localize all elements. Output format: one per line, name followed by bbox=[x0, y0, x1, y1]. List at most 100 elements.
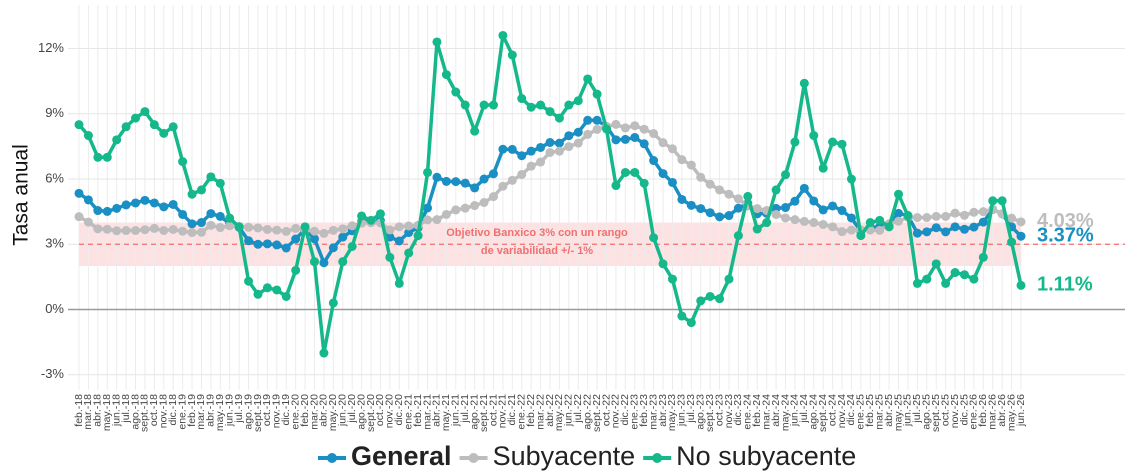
legend-label: Subyacente bbox=[493, 441, 636, 471]
data-point bbox=[828, 201, 838, 211]
data-point bbox=[93, 224, 103, 234]
x-tick-label: jul.-21 bbox=[459, 394, 471, 424]
data-point bbox=[620, 167, 630, 177]
x-tick-label: feb.-19 bbox=[186, 394, 198, 427]
x-tick-label: nov.-25 bbox=[949, 394, 961, 428]
data-point bbox=[941, 278, 951, 288]
data-point bbox=[809, 218, 819, 228]
x-tick-label: jun.-23 bbox=[676, 394, 688, 427]
data-point bbox=[460, 178, 470, 188]
data-point bbox=[818, 205, 828, 215]
data-point bbox=[187, 228, 197, 238]
data-point bbox=[941, 227, 951, 237]
data-point bbox=[969, 274, 979, 284]
data-point bbox=[102, 206, 112, 216]
data-point bbox=[696, 204, 706, 214]
data-point bbox=[310, 226, 319, 236]
data-point bbox=[300, 222, 310, 232]
x-tick-label: oct.-21 bbox=[487, 394, 499, 426]
x-tick-label: jul.-18 bbox=[120, 394, 132, 424]
data-point bbox=[347, 221, 357, 231]
data-point bbox=[554, 146, 564, 156]
data-point bbox=[931, 223, 941, 233]
data-point bbox=[206, 209, 216, 219]
y-tick-label: 6% bbox=[45, 170, 64, 185]
data-point bbox=[432, 37, 442, 47]
data-point bbox=[272, 285, 282, 295]
data-point bbox=[225, 213, 235, 223]
data-point bbox=[781, 170, 790, 180]
data-point bbox=[686, 200, 696, 210]
data-point bbox=[244, 276, 254, 286]
x-tick-label: ene.-21 bbox=[402, 394, 414, 430]
data-point bbox=[677, 155, 687, 165]
x-tick-label: may.-18 bbox=[101, 394, 113, 431]
data-point bbox=[168, 122, 178, 132]
x-tick-label: abr.-19 bbox=[205, 394, 217, 427]
data-point bbox=[149, 223, 159, 233]
x-tick-label: dic.-22 bbox=[619, 394, 631, 426]
x-tick-label: nov.-19 bbox=[271, 394, 283, 428]
x-tick-label: nov.-23 bbox=[723, 394, 735, 428]
data-point bbox=[1016, 280, 1026, 290]
data-point bbox=[206, 220, 216, 230]
x-tick-label: abr.-24 bbox=[770, 394, 782, 427]
data-point bbox=[630, 167, 640, 177]
data-point bbox=[959, 210, 969, 220]
data-point bbox=[818, 163, 828, 173]
data-point bbox=[140, 195, 150, 205]
data-point bbox=[997, 196, 1007, 206]
data-point bbox=[310, 234, 319, 244]
data-point bbox=[131, 226, 141, 236]
y-tick-label: 12% bbox=[38, 40, 64, 55]
data-point bbox=[733, 231, 743, 241]
data-point bbox=[724, 211, 734, 221]
x-tick-label: oct.-24 bbox=[826, 394, 838, 426]
x-tick-label: oct.-22 bbox=[600, 394, 612, 426]
data-point bbox=[385, 225, 395, 235]
data-point bbox=[187, 219, 197, 229]
data-point bbox=[357, 211, 367, 221]
data-point bbox=[394, 278, 404, 288]
x-tick-label: may.-23 bbox=[666, 394, 678, 431]
x-tick-label: abr.-21 bbox=[431, 394, 443, 427]
data-point bbox=[488, 169, 498, 179]
data-point bbox=[536, 100, 546, 110]
data-point bbox=[470, 183, 480, 193]
data-point bbox=[602, 124, 612, 134]
data-point bbox=[781, 203, 790, 213]
x-tick-label: mar.-20 bbox=[308, 394, 320, 430]
x-tick-label: sept.-20 bbox=[365, 394, 377, 432]
data-point bbox=[338, 224, 348, 234]
x-tick-label: jun.-20 bbox=[337, 394, 349, 427]
data-point bbox=[178, 226, 188, 236]
data-point bbox=[338, 232, 348, 242]
data-point bbox=[611, 181, 621, 191]
x-tick-label: jul.-24 bbox=[798, 394, 810, 424]
y-tick-label: 0% bbox=[45, 301, 64, 316]
data-point bbox=[507, 144, 517, 154]
data-point bbox=[413, 231, 423, 241]
data-point bbox=[554, 138, 564, 148]
data-point bbox=[404, 248, 414, 258]
x-tick-label: dic.-19 bbox=[280, 394, 292, 426]
annotation: Objetivo Banxico 3% con un rango bbox=[446, 227, 628, 239]
data-point bbox=[950, 208, 960, 218]
data-point bbox=[809, 196, 819, 206]
data-point bbox=[583, 74, 593, 84]
x-tick-label: nov.-21 bbox=[497, 394, 509, 428]
data-point bbox=[375, 209, 385, 219]
data-point bbox=[696, 172, 706, 182]
data-point bbox=[903, 211, 913, 221]
data-point bbox=[686, 160, 696, 170]
data-point bbox=[281, 291, 291, 301]
x-tick-label: mar.-24 bbox=[760, 394, 772, 430]
data-point bbox=[196, 185, 206, 195]
data-point bbox=[470, 201, 480, 211]
x-tick-label: may.-20 bbox=[327, 394, 339, 431]
x-tick-label: nov.-24 bbox=[836, 394, 848, 428]
data-point bbox=[536, 157, 546, 167]
data-point bbox=[517, 94, 527, 104]
data-point bbox=[498, 30, 508, 40]
